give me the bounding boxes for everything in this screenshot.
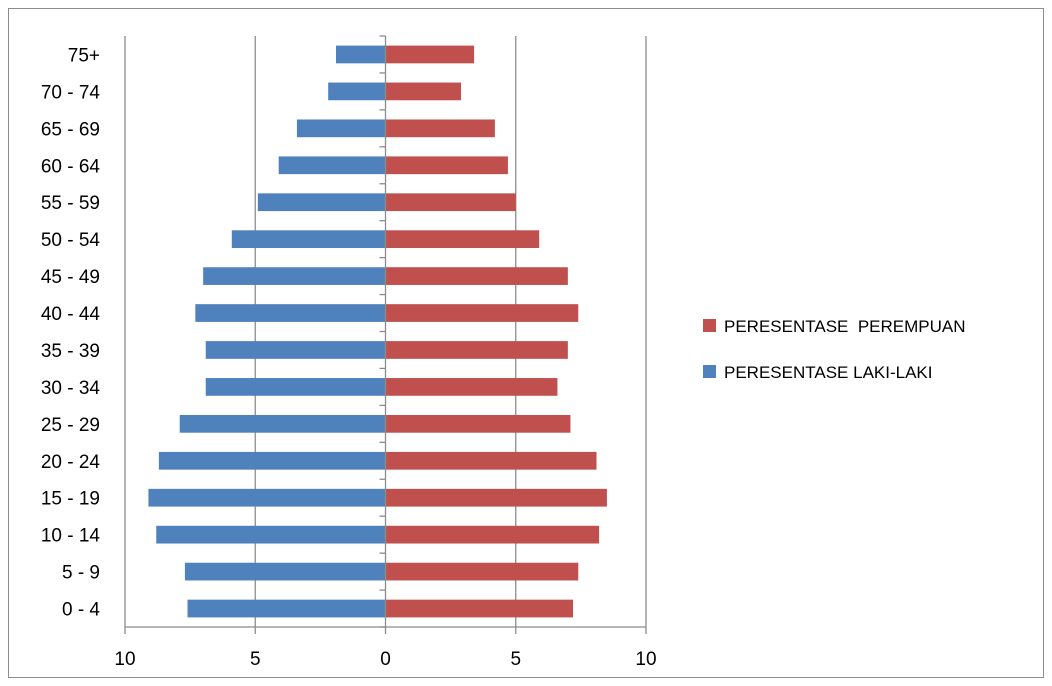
bar-male: [179, 414, 386, 433]
bar-female: [385, 378, 558, 396]
bar-male: [328, 82, 386, 101]
bar-female: [385, 193, 516, 212]
bar-female: [385, 119, 495, 138]
bar-female: [385, 341, 568, 359]
category-label: 45 - 49: [41, 267, 100, 288]
category-label: 20 - 24: [41, 452, 101, 473]
bar-male: [205, 378, 386, 396]
legend-swatch: [703, 319, 716, 332]
category-label: 70 - 74: [41, 82, 101, 103]
legend-label: PERESENTASE LAKI-LAKI: [724, 363, 932, 382]
bar-female: [385, 599, 574, 618]
x-tick-label: 5: [250, 649, 261, 670]
category-label: 40 - 44: [41, 304, 101, 325]
bar-female: [385, 230, 540, 249]
bar-male: [257, 193, 386, 212]
category-label: 60 - 64: [41, 156, 101, 177]
x-tick-label: 0: [380, 649, 391, 670]
axes: [124, 35, 647, 634]
bar-female: [385, 156, 508, 175]
category-label: 10 - 14: [41, 526, 101, 547]
bar-male: [187, 599, 386, 618]
category-label: 30 - 34: [41, 378, 101, 399]
bar-male: [205, 341, 386, 359]
bar-male: [158, 451, 386, 470]
x-tick-labels: 10 5 0 5 10: [114, 649, 656, 670]
category-label: 65 - 69: [41, 119, 100, 140]
bar-male: [296, 119, 386, 138]
x-tick-label: 10: [114, 649, 135, 670]
bar-female: [385, 562, 579, 581]
bar-male: [278, 156, 386, 175]
category-label: 35 - 39: [41, 341, 100, 362]
bar-female: [385, 82, 462, 101]
bar-male: [231, 230, 386, 249]
bar-female: [385, 267, 568, 285]
bar-female: [385, 451, 597, 470]
category-label: 55 - 59: [41, 193, 100, 214]
category-label: 75+: [68, 45, 100, 66]
x-tick-label: 10: [635, 649, 656, 670]
bar-female: [385, 414, 571, 433]
bar-male: [203, 267, 386, 285]
legend-label: PERESENTASE PEREMPUAN: [724, 317, 966, 336]
bar-female: [385, 525, 600, 544]
category-label: 15 - 19: [41, 489, 100, 510]
category-label: 50 - 54: [41, 230, 101, 251]
category-label: 0 - 4: [62, 600, 100, 621]
legend-swatch: [703, 365, 716, 378]
category-labels: 0 - 4 5 - 9 10 - 14 15 - 19 20 - 24 25 - 29 30…: [41, 45, 101, 620]
bar-male: [156, 525, 386, 544]
bar-male: [184, 562, 386, 581]
category-label: 5 - 9: [62, 563, 100, 584]
bars: [148, 45, 607, 618]
x-tick-label: 5: [510, 649, 521, 670]
bar-male: [336, 45, 386, 64]
legend: PERESENTASE PEREMPUAN PERESENTASE LAKI-LA…: [703, 317, 966, 382]
category-label: 25 - 29: [41, 415, 100, 436]
bar-female: [385, 304, 579, 322]
bar-female: [385, 488, 607, 507]
bar-male: [148, 488, 386, 507]
bar-female: [385, 45, 475, 64]
bar-male: [195, 304, 386, 322]
